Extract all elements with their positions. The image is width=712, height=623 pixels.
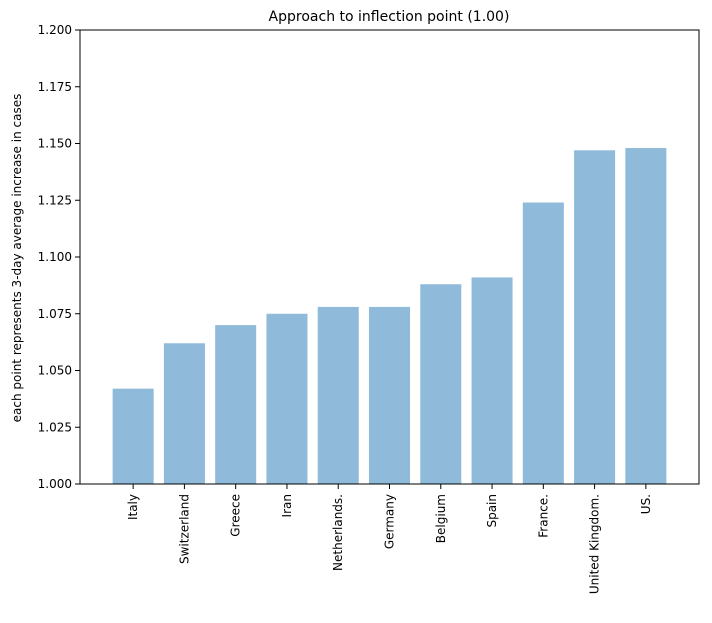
x-tick-label: Spain xyxy=(485,494,499,528)
y-tick-label: 1.050 xyxy=(38,364,72,378)
y-tick-label: 1.175 xyxy=(38,80,72,94)
y-tick-label: 1.075 xyxy=(38,307,72,321)
x-tick-label: France. xyxy=(536,494,550,538)
y-tick-label: 1.200 xyxy=(38,23,72,37)
bar-switzerland xyxy=(163,343,205,484)
y-axis-ticks: 1.000 1.025 1.050 1.075 1.100 1.125 1.150 1.175… xyxy=(38,23,80,491)
y-tick-label: 1.100 xyxy=(38,250,72,264)
bar-united-kingdom xyxy=(574,150,616,484)
bar-greece xyxy=(215,325,257,484)
bar-belgium xyxy=(420,284,462,484)
x-tick-label: US. xyxy=(639,494,653,514)
bar-netherlands xyxy=(317,306,359,484)
bar-us xyxy=(625,148,667,485)
bar-italy xyxy=(112,388,154,484)
y-tick-label: 1.025 xyxy=(38,420,72,434)
x-tick-label: Greece xyxy=(229,494,243,537)
bar-germany xyxy=(368,306,411,484)
bar-spain xyxy=(471,277,513,484)
bar-iran xyxy=(266,313,308,484)
y-tick-label: 1.000 xyxy=(38,477,72,491)
x-tick-label: Netherlands. xyxy=(331,494,345,571)
bar-france xyxy=(522,202,564,484)
x-tick-label: Switzerland xyxy=(177,494,191,564)
y-tick-label: 1.150 xyxy=(38,137,72,151)
y-axis-label: each point represents 3-day average incr… xyxy=(10,94,24,423)
y-tick-label: 1.125 xyxy=(38,193,72,207)
x-tick-label: Belgium xyxy=(434,494,448,543)
x-axis-ticks: Italy Switzerland Greece Iran Netherlands. Ge… xyxy=(126,484,653,594)
x-tick-label: Italy xyxy=(126,494,140,520)
plot-frame xyxy=(79,29,700,485)
x-tick-label: Germany xyxy=(383,494,397,549)
x-tick-label: United Kingdom. xyxy=(588,494,602,594)
chart-title: Approach to inflection point (1.00) xyxy=(269,9,510,25)
x-tick-label: Iran xyxy=(280,494,294,517)
bars-group xyxy=(112,148,667,485)
